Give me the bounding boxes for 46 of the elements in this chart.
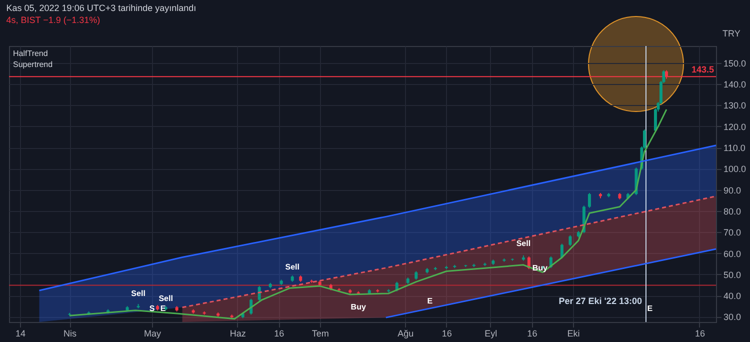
annotation: Supertrend: [13, 60, 53, 69]
y-tick-label: 40.0: [724, 291, 742, 302]
y-tick-label: 60.0: [724, 248, 742, 259]
chart-title: Kas 05, 2022 19:06 UTC+3 tarihinde yayınlandı: [6, 3, 196, 13]
annotation: E: [427, 296, 434, 306]
x-tick-label: Haz: [230, 328, 246, 338]
candlestick: [258, 286, 261, 302]
y-tick-label: 100.0: [724, 164, 746, 174]
x-tick-label: May: [144, 328, 162, 338]
chart-subtitle: 4s, BIST −1.9 (−1.31%): [6, 15, 100, 25]
line-series: [38, 144, 717, 292]
annotation: Sell: [131, 288, 146, 298]
y-axis-title: TRY: [722, 28, 740, 38]
y-tick-label: 130.0: [724, 100, 746, 111]
x-tick-label: Eyl: [484, 328, 498, 338]
y-tick-label: 140.0: [724, 80, 746, 90]
line-series: [68, 108, 668, 320]
y-tick-label: 120.0: [724, 122, 746, 132]
y-tick-label: 110.0: [724, 143, 746, 154]
y-tick-label: 30.0: [724, 312, 742, 322]
candlestick: [568, 234, 572, 246]
annotation: Sell: [158, 294, 173, 304]
x-tick-label: Ağu: [398, 328, 414, 338]
x-tick-label: 16: [442, 328, 452, 338]
x-tick-label: 16: [694, 328, 705, 338]
y-tick-label: 70.0: [724, 228, 742, 238]
annotation: Sell: [516, 239, 531, 248]
annotation: Buy: [350, 302, 366, 312]
y-tick-label: 50.0: [724, 270, 742, 280]
candlestick: [588, 192, 591, 208]
y-tick-label: 80.0: [724, 206, 742, 216]
ref-line-label: Per 27 Eki '22 13:00: [558, 296, 642, 306]
y-tick-label: 90.0: [724, 185, 742, 196]
y-tick-label: 150.0: [724, 58, 746, 68]
x-tick-label: Eki: [567, 328, 580, 338]
annotation: E: [160, 304, 166, 314]
annotation: S: [149, 304, 156, 314]
x-tick-label: 16: [274, 328, 284, 338]
ref-line-label: 143.5: [691, 64, 714, 75]
x-tick-label: Nis: [64, 328, 78, 338]
annotation: Sell: [285, 262, 300, 272]
annotation: E: [647, 304, 654, 314]
annotation: HalfTrend: [13, 49, 48, 58]
x-tick-label: 16: [527, 328, 538, 338]
x-tick-label: Tem: [312, 328, 329, 338]
x-tick-label: 14: [15, 328, 26, 338]
